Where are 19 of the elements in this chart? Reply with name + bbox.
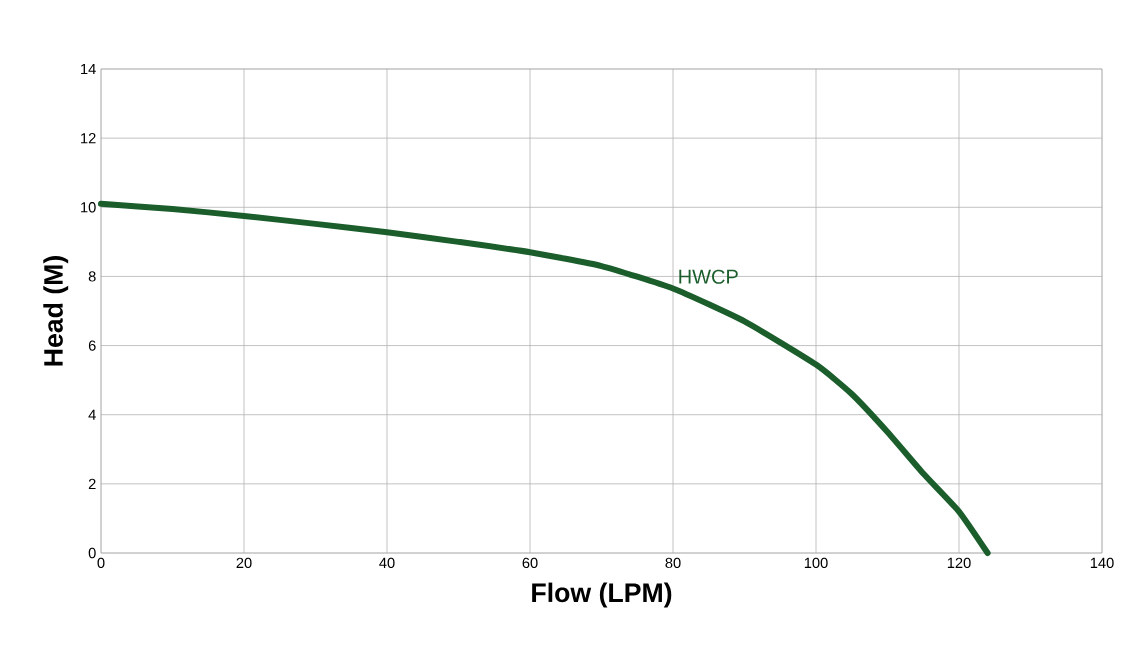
y-tick-label: 14 [81,63,96,75]
x-tick-label: 20 [236,557,252,569]
series-label: HWCP [679,269,738,284]
x-tick-label: 0 [97,557,105,569]
y-tick-label: 4 [88,409,96,420]
y-tick-label: 0 [88,547,96,559]
y-tick-label: 2 [88,478,96,489]
x-tick-label: 80 [665,557,681,569]
y-axis-title: Head (M) [43,256,69,366]
y-tick-label: 12 [81,133,96,144]
x-axis-title: Flow (LPM) [532,582,672,608]
y-tick-label: 8 [88,271,96,282]
x-tick-label: 100 [804,557,828,569]
x-tick-label: 40 [379,557,395,569]
x-tick-label: 60 [522,557,538,569]
y-tick-label: 10 [81,202,96,213]
x-tick-label: 140 [1090,557,1114,569]
x-tick-label: 120 [947,557,971,569]
y-tick-label: 6 [88,340,96,351]
